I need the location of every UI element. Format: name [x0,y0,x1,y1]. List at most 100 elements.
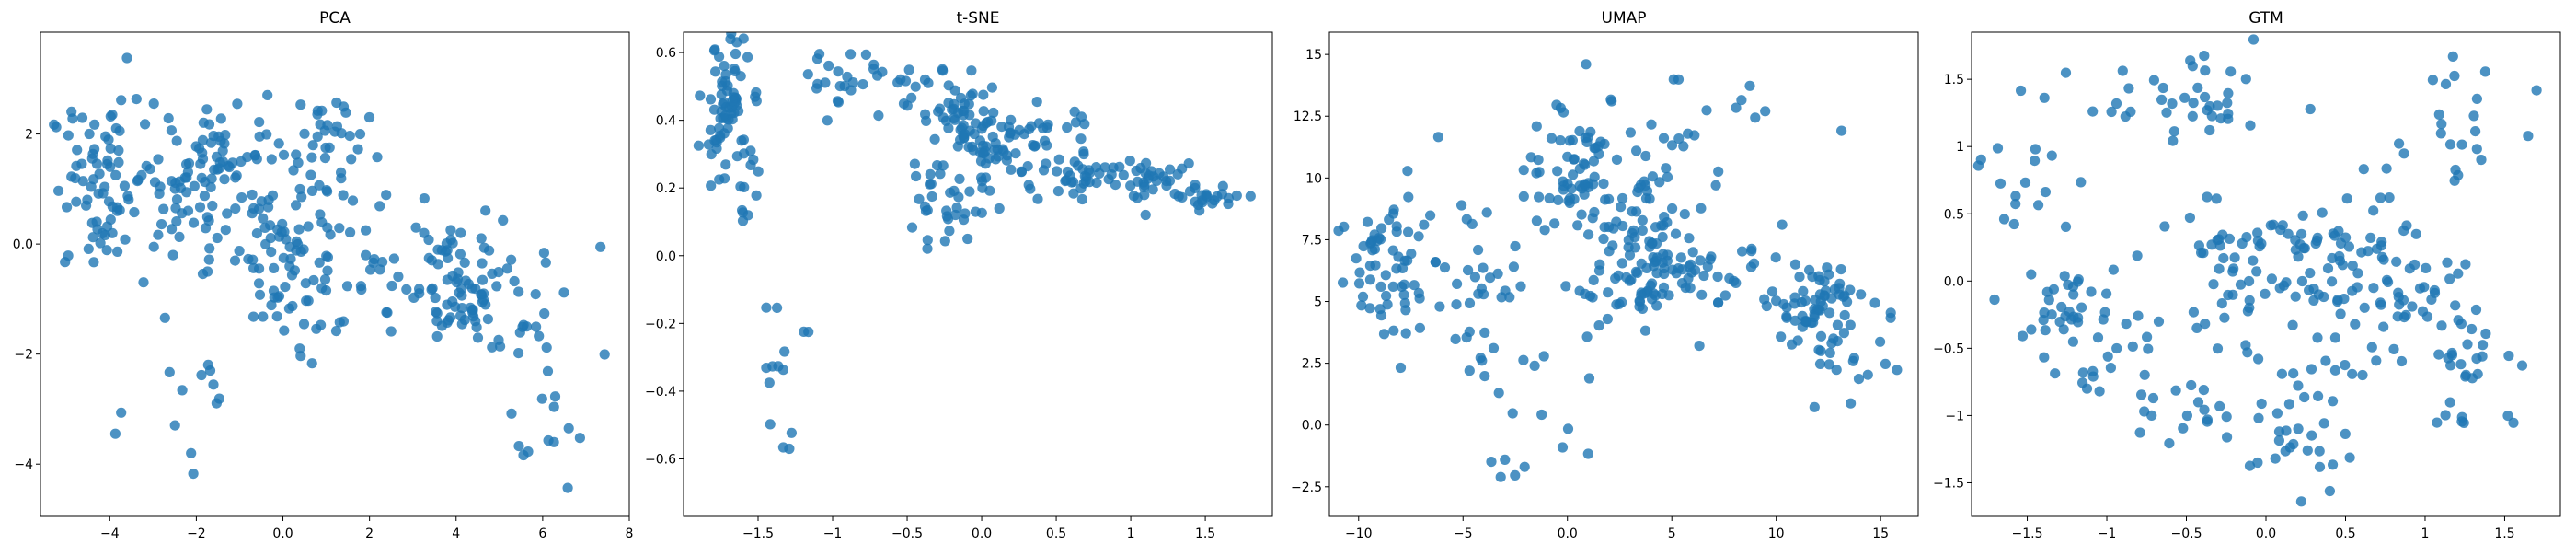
data-point [2396,355,2408,367]
data-point [1414,322,1425,333]
data-point [2139,369,2150,380]
data-point [1823,359,1834,370]
data-point [976,207,987,218]
data-point [1031,97,1042,108]
data-point [977,182,988,193]
data-point [2312,232,2323,243]
data-point [737,215,749,226]
data-point [306,185,317,196]
plot-frame [40,31,630,517]
data-point [2208,279,2219,290]
data-point [2237,237,2248,249]
data-point [1510,240,1521,252]
data-point [2043,295,2054,306]
data-point [1029,141,1041,152]
data-point [1529,360,1540,371]
x-tick-label: 1 [2421,527,2430,541]
data-point [2503,350,2514,362]
data-point [491,281,502,292]
data-point [1832,319,1843,330]
data-point [2328,459,2339,470]
data-point [167,249,178,261]
data-point [2270,453,2281,464]
data-point [943,98,954,109]
data-point [1826,338,1837,349]
data-point [1140,168,1151,179]
data-point [1636,290,1647,301]
data-point [703,139,714,150]
data-point [2188,307,2199,318]
data-point [267,190,279,201]
data-point [595,241,606,252]
data-point [822,115,833,126]
data-point [1400,328,1411,339]
data-point [1634,301,1645,312]
data-point [498,214,509,226]
y-tick-label: 0.0 [13,237,33,252]
data-point [764,377,775,388]
data-point [906,92,917,103]
x-tick-label: −1.5 [742,527,774,541]
data-point [903,64,914,75]
data-point [2276,368,2287,379]
panel-title: t-SNE [956,9,999,28]
data-point [1731,102,1742,113]
x-tick-label: −10 [1345,527,1373,541]
data-point [374,201,385,212]
data-point [2306,364,2317,375]
data-point [293,238,304,250]
data-point [2040,325,2051,336]
data-point [1675,252,1686,263]
data-point [729,64,740,75]
data-point [2460,369,2471,380]
data-point [2317,207,2328,218]
data-point [2060,67,2072,78]
data-point [254,289,266,300]
data-point [1534,191,1545,203]
data-point [1598,178,1609,190]
data-point [777,365,789,376]
data-point [718,112,729,123]
data-point [1581,331,1593,342]
data-point [131,94,142,105]
data-point [727,114,738,125]
data-point [1631,206,1642,217]
data-point [459,257,470,268]
data-point [2067,336,2078,347]
data-point [352,144,363,155]
scatter-points [1972,34,2542,507]
data-point [2344,452,2355,463]
data-point [1777,219,1788,230]
data-point [738,33,749,44]
data-point [1183,158,1194,169]
data-point [200,223,212,234]
data-point [253,278,265,289]
y-tick-label: 1.5 [1944,73,1964,87]
data-point [217,145,228,156]
data-point [324,142,335,153]
data-point [1409,280,1420,291]
data-point [2392,311,2403,322]
data-point [2017,330,2029,342]
data-point [109,428,121,439]
data-point [153,154,164,165]
data-point [2383,276,2394,287]
data-point [934,103,946,114]
data-point [2225,66,2237,77]
data-point [1842,296,1853,307]
data-point [2394,299,2405,310]
data-point [1701,105,1712,116]
data-point [2456,139,2467,150]
data-point [1165,164,1176,175]
data-point [2471,93,2482,104]
data-point [1338,277,1349,288]
data-point [1016,167,1027,178]
data-point [2211,193,2222,204]
data-point [1375,281,1386,292]
data-point [2274,283,2285,294]
data-point [2081,383,2093,394]
data-point [1538,351,1549,362]
data-point [60,257,71,268]
data-point [265,233,276,244]
data-point [1464,365,1475,376]
